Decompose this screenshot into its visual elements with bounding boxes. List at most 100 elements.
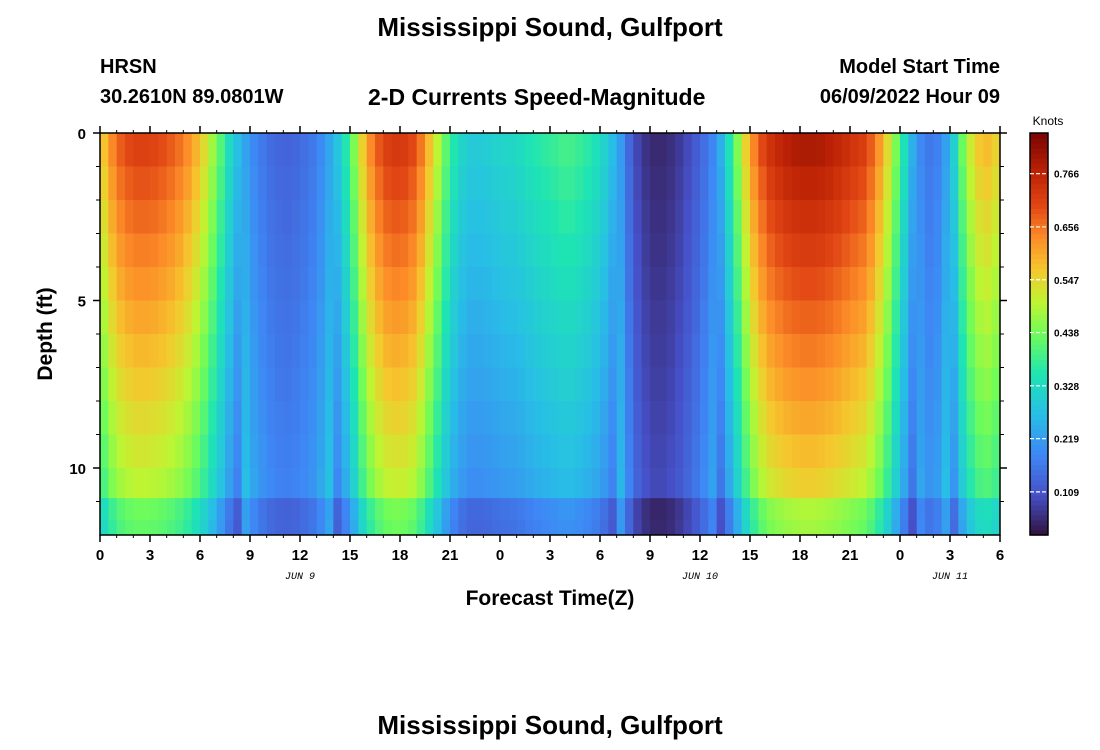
heatmap-cell [991, 334, 1000, 369]
heatmap-cell [608, 498, 618, 521]
heatmap-cell [525, 166, 534, 201]
heatmap-cell [575, 133, 584, 168]
heatmap-cell [458, 401, 468, 436]
heatmap-cell [950, 267, 959, 302]
heatmap-cell [883, 200, 893, 235]
heatmap-cell [483, 133, 493, 168]
heatmap-cell [500, 367, 509, 402]
heatmap-cell [766, 334, 776, 369]
heatmap-cell [566, 334, 576, 369]
colorbar-segment [1030, 414, 1048, 421]
heatmap-cell [883, 434, 893, 469]
heatmap-cell [750, 401, 759, 436]
heatmap-cell [925, 233, 934, 268]
heatmap-cell [375, 233, 384, 268]
heatmap-cell [633, 200, 643, 235]
heatmap-cell [558, 166, 568, 201]
heatmap-cell [541, 200, 551, 235]
heatmap-cell [616, 468, 626, 499]
heatmap-cell [908, 133, 918, 168]
heatmap-cell [125, 468, 134, 499]
heatmap-cell [308, 401, 318, 436]
heatmap-cell [200, 166, 209, 201]
heatmap-cell [200, 434, 209, 469]
heatmap-cell [450, 401, 459, 436]
heatmap-cell [983, 498, 993, 521]
heatmap-cell [883, 468, 893, 499]
heatmap-cell [625, 200, 634, 235]
heatmap-cell [500, 468, 509, 499]
heatmap-cell [408, 200, 418, 235]
heatmap-cell [808, 300, 818, 335]
heatmap-cell [783, 519, 793, 535]
heatmap-cell [150, 401, 159, 436]
heatmap-cell [941, 498, 951, 521]
heatmap-cell [233, 334, 243, 369]
colorbar-segment [1030, 339, 1048, 345]
heatmap-cell [900, 434, 909, 469]
x-tick-label: 15 [342, 547, 359, 564]
heatmap-cell [241, 233, 251, 268]
heatmap-cell [558, 519, 568, 535]
heatmap-cell [258, 166, 268, 201]
heatmap-cell [925, 401, 934, 436]
heatmap-cell [566, 300, 576, 335]
x-tick-label: 3 [546, 547, 554, 564]
heatmap-cell [583, 468, 593, 499]
heatmap-cell [908, 367, 918, 402]
heatmap-cell [741, 434, 751, 469]
heatmap-cell [183, 334, 193, 369]
heatmap-cell [375, 267, 384, 302]
heatmap-cell [866, 300, 876, 335]
heatmap-cell [158, 166, 168, 201]
heatmap-cell [475, 367, 484, 402]
heatmap-cell [158, 519, 168, 535]
x-tick-label: 6 [596, 547, 604, 564]
heatmap-cell [708, 200, 718, 235]
heatmap-cell [925, 498, 934, 521]
heatmap-cell [116, 233, 126, 268]
heatmap-cell [766, 133, 776, 168]
heatmap-cell [325, 166, 334, 201]
heatmap-cell [558, 300, 568, 335]
heatmap-cell [733, 166, 743, 201]
heatmap-cell [441, 401, 451, 436]
heatmap-cell [966, 434, 976, 469]
heatmap-cell [275, 519, 284, 535]
heatmap-cell [241, 200, 251, 235]
heatmap-cell [600, 367, 609, 402]
colorbar-segment [1030, 379, 1048, 385]
heatmap-cell [733, 233, 743, 268]
heatmap-cell [550, 519, 559, 535]
heatmap-cell [325, 334, 334, 369]
heatmap-cell [225, 267, 234, 302]
heatmap-cell [916, 498, 926, 521]
heatmap-cell [708, 133, 718, 168]
heatmap-cell [833, 367, 843, 402]
heatmap-cell [725, 434, 734, 469]
heatmap-cell [150, 200, 159, 235]
heatmap-cell [233, 300, 243, 335]
heatmap-cell [891, 434, 901, 469]
heatmap-cell [800, 166, 809, 201]
heatmap-cell [575, 468, 584, 499]
heatmap-cell [333, 401, 343, 436]
heatmap-cell [225, 334, 234, 369]
heatmap-cell [833, 233, 843, 268]
heatmap-cell [358, 367, 368, 402]
heatmap-cell [741, 133, 751, 168]
heatmap-cell [966, 267, 976, 302]
heatmap-cell [883, 334, 893, 369]
heatmap-cell [750, 166, 759, 201]
heatmap-cell [400, 166, 409, 201]
heatmap-cell [316, 334, 326, 369]
heatmap-cell [241, 367, 251, 402]
heatmap-cell [600, 401, 609, 436]
heatmap-cell [166, 166, 176, 201]
heatmap-cell [108, 133, 118, 168]
heatmap-cell [991, 468, 1000, 499]
colorbar-segment [1030, 178, 1048, 184]
heatmap-cell [450, 468, 459, 499]
heatmap-cell [858, 300, 868, 335]
colorbar-segment [1030, 354, 1048, 360]
